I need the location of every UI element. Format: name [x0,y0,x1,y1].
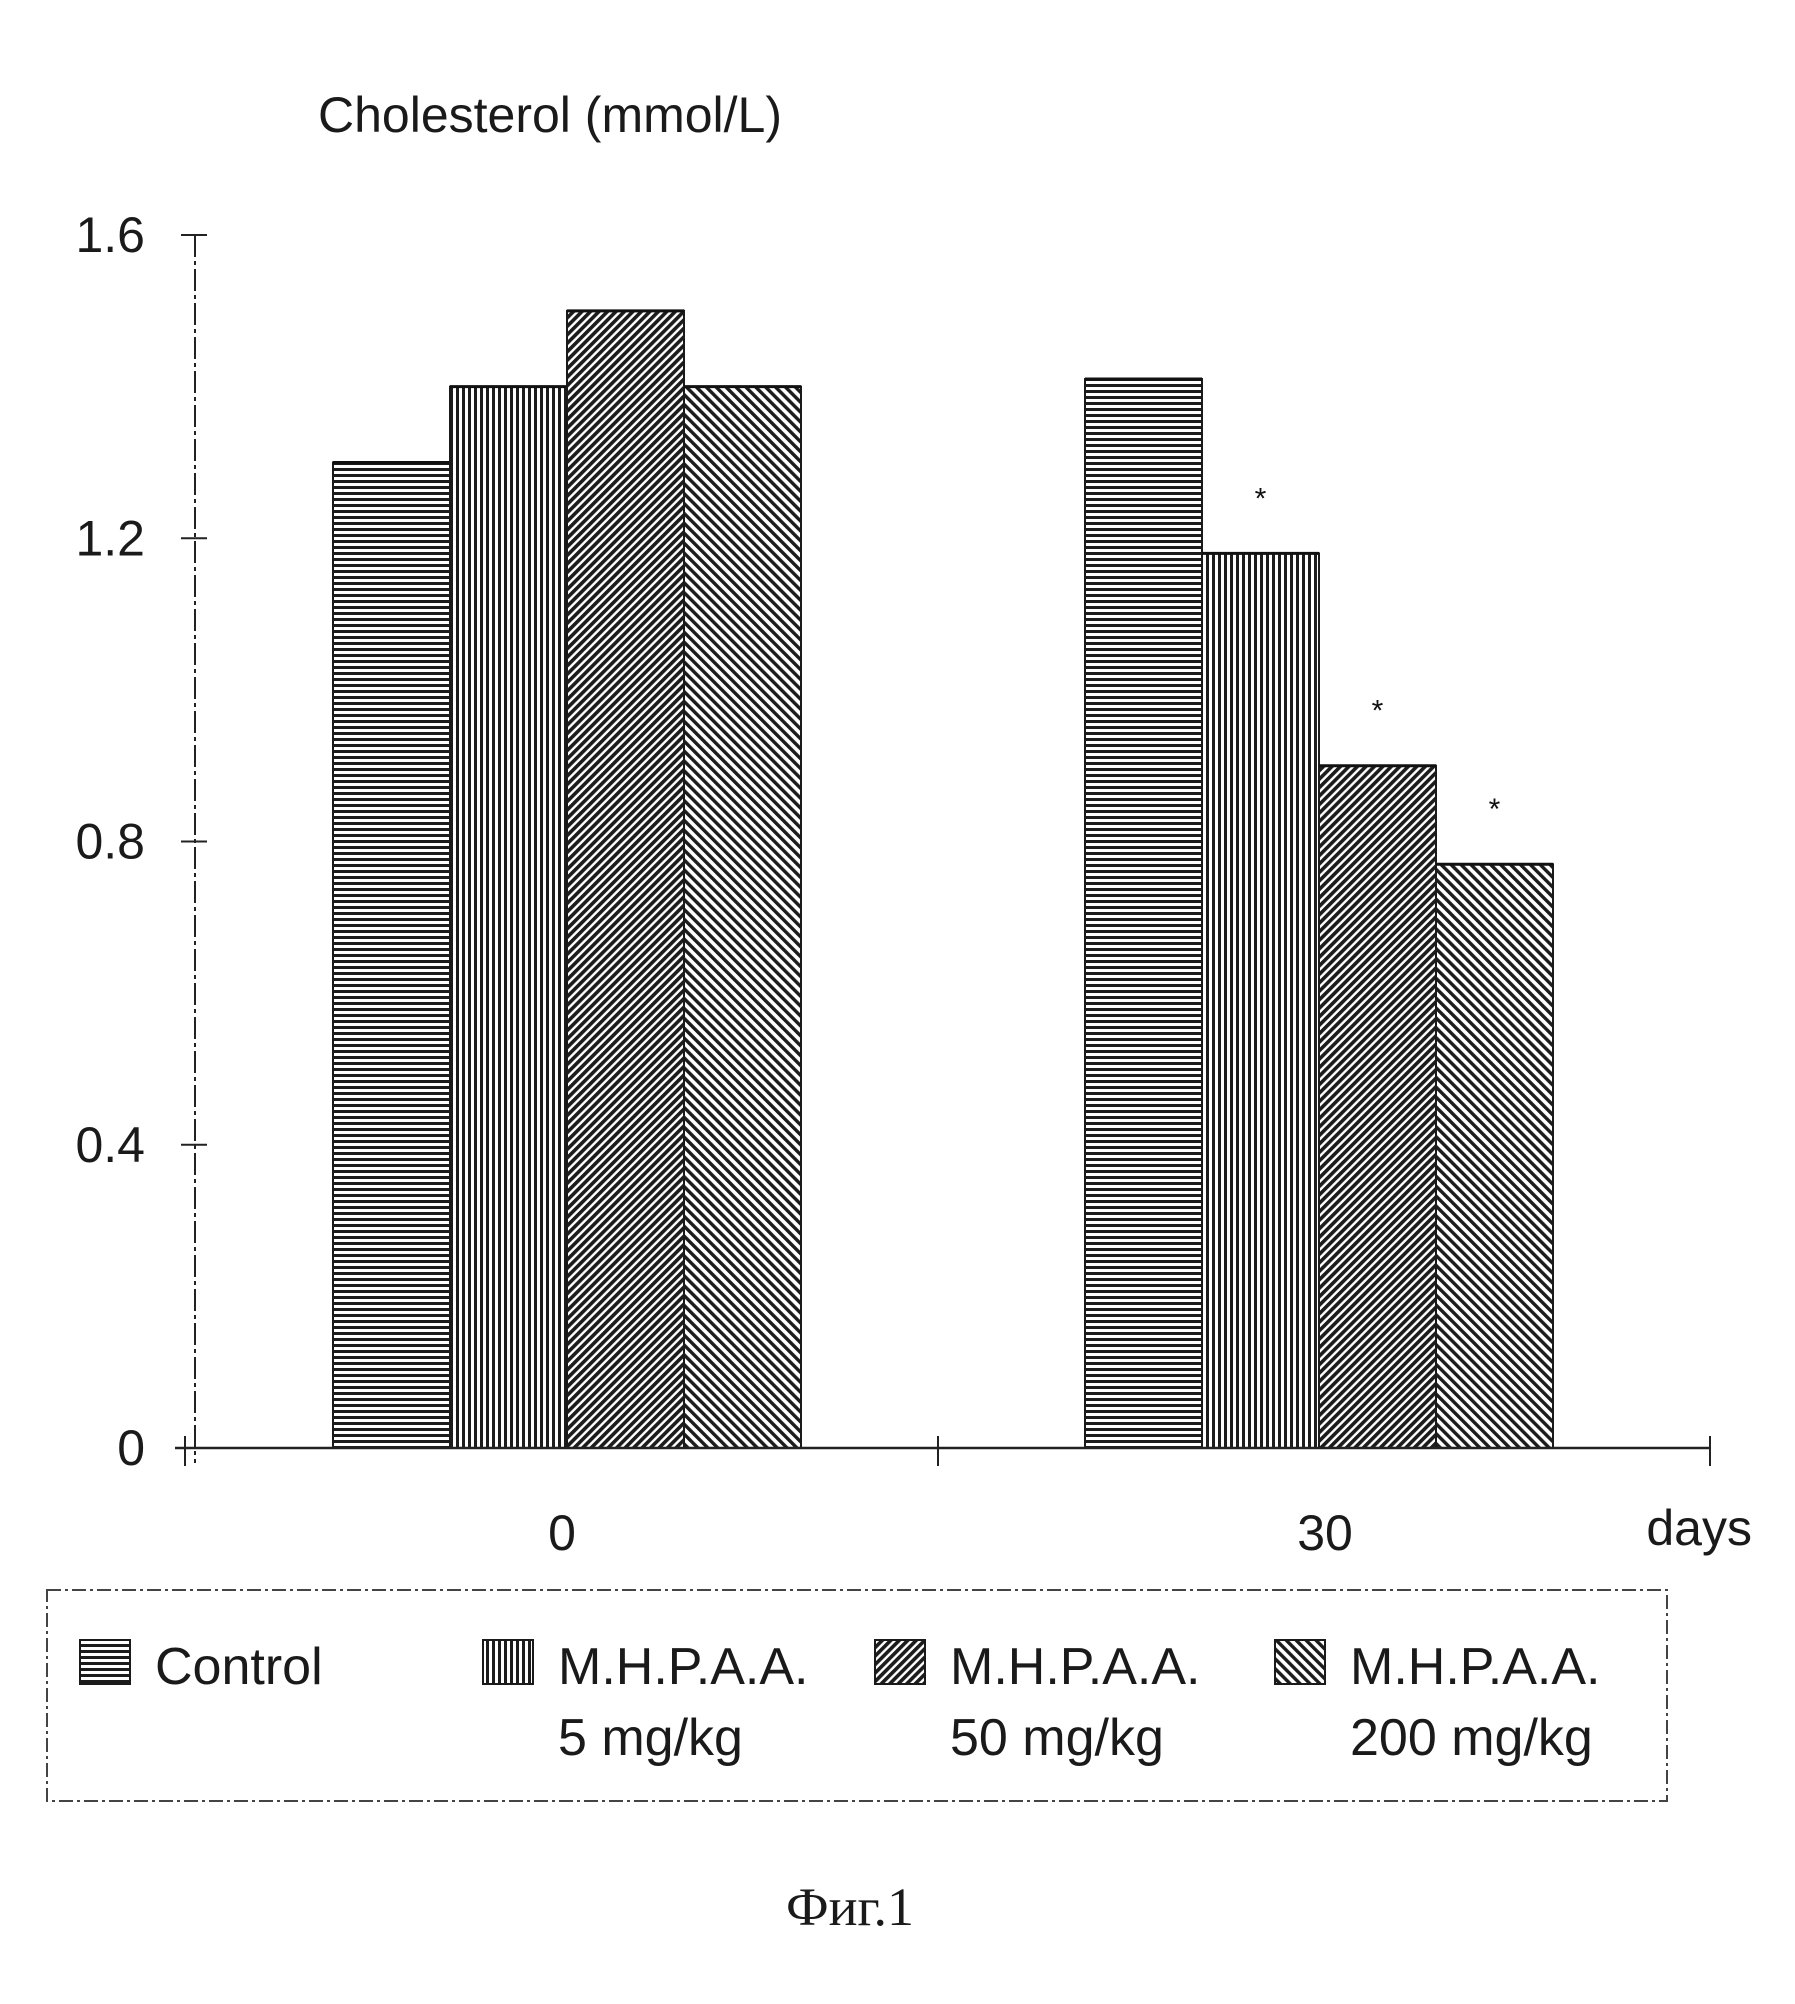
bar-2-0 [450,387,567,1448]
y-tick-label: 1.2 [75,510,145,566]
legend-swatch [875,1640,925,1684]
legend-label: Control [155,1638,323,1696]
y-tick-label: 0.4 [75,1117,145,1173]
legend-swatch [80,1640,130,1684]
bar-2-30 [1202,553,1319,1448]
legend-swatch [483,1640,533,1684]
x-tick-label: 0 [548,1505,576,1561]
bar-4-30 [1436,864,1553,1448]
bar-4-0 [684,387,801,1448]
legend-dose-label: 200 mg/kg [1350,1709,1593,1767]
legend-dose-label: 50 mg/kg [950,1709,1164,1767]
cholesterol-bar-chart: * * * 0 0.4 0.8 1.2 1.6 0 30 Cholesterol (mmol/L… [0,0,1795,2004]
x-tick-label: 30 [1297,1505,1353,1561]
legend-label: M.H.P.A.A. [950,1638,1200,1696]
bar-3-30 [1319,766,1436,1448]
x-axis-label: days [1646,1500,1752,1556]
legend-swatch [1275,1640,1325,1684]
y-tick-label: 0 [117,1420,145,1476]
significance-marker: * [1489,793,1501,826]
bar-1-30 [1085,379,1202,1448]
y-tick-label: 0.8 [75,814,145,870]
legend-label: M.H.P.A.A. [1350,1638,1600,1696]
plot-area: * * * [333,311,1553,1448]
legend-dose-label: 5 mg/kg [558,1709,743,1767]
significance-marker: * [1372,695,1384,728]
bar-1-0 [333,462,450,1448]
figure-caption: Фиг.1 [786,1877,914,1937]
significance-marker: * [1255,482,1267,515]
y-tick-label: 1.6 [75,207,145,263]
y-axis-label: Cholesterol (mmol/L) [318,87,782,143]
bar-3-0 [567,311,684,1448]
legend-label: M.H.P.A.A. [558,1638,808,1696]
legend: Control M.H.P.A.A. 5 mg/kg M.H.P.A.A. 50 mg/… [47,1590,1667,1801]
